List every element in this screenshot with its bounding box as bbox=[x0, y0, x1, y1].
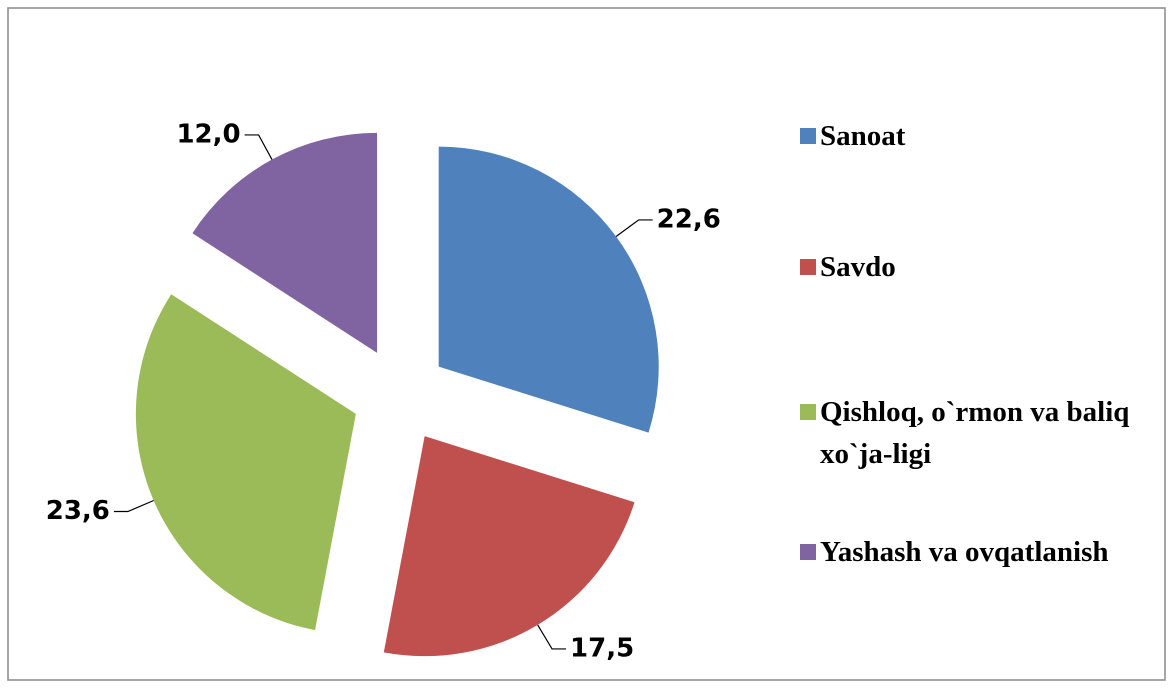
legend-label: Sanoat bbox=[820, 120, 906, 152]
legend-label: Qishloq, o`rmon va baliq xo`ja-ligi bbox=[820, 396, 1130, 470]
pie-slice bbox=[192, 132, 378, 353]
data-label: 17,5 bbox=[570, 633, 634, 663]
legend-swatch bbox=[800, 404, 816, 420]
legend-swatch bbox=[800, 259, 816, 275]
pie-slice bbox=[135, 294, 356, 631]
data-label: 12,0 bbox=[176, 119, 240, 149]
legend-swatch bbox=[800, 128, 816, 144]
legend-item: Yashash va ovqatlanish bbox=[800, 531, 1160, 573]
legend-label: Yashash va ovqatlanish bbox=[820, 536, 1109, 568]
legend-swatch bbox=[800, 544, 816, 560]
leader-line bbox=[615, 219, 653, 237]
leader-line bbox=[244, 134, 273, 160]
data-label: 22,6 bbox=[657, 204, 721, 234]
legend-label: Savdo bbox=[820, 251, 896, 283]
leader-line bbox=[113, 499, 154, 513]
data-label: 23,6 bbox=[46, 496, 110, 526]
legend-item: Savdo bbox=[800, 246, 1160, 288]
leader-line bbox=[537, 624, 567, 650]
pie-slice bbox=[383, 436, 635, 657]
legend-item: Sanoat bbox=[800, 115, 1160, 157]
pie-slice bbox=[438, 146, 659, 433]
legend-item: Qishloq, o`rmon va baliq xo`ja-ligi bbox=[800, 391, 1160, 475]
